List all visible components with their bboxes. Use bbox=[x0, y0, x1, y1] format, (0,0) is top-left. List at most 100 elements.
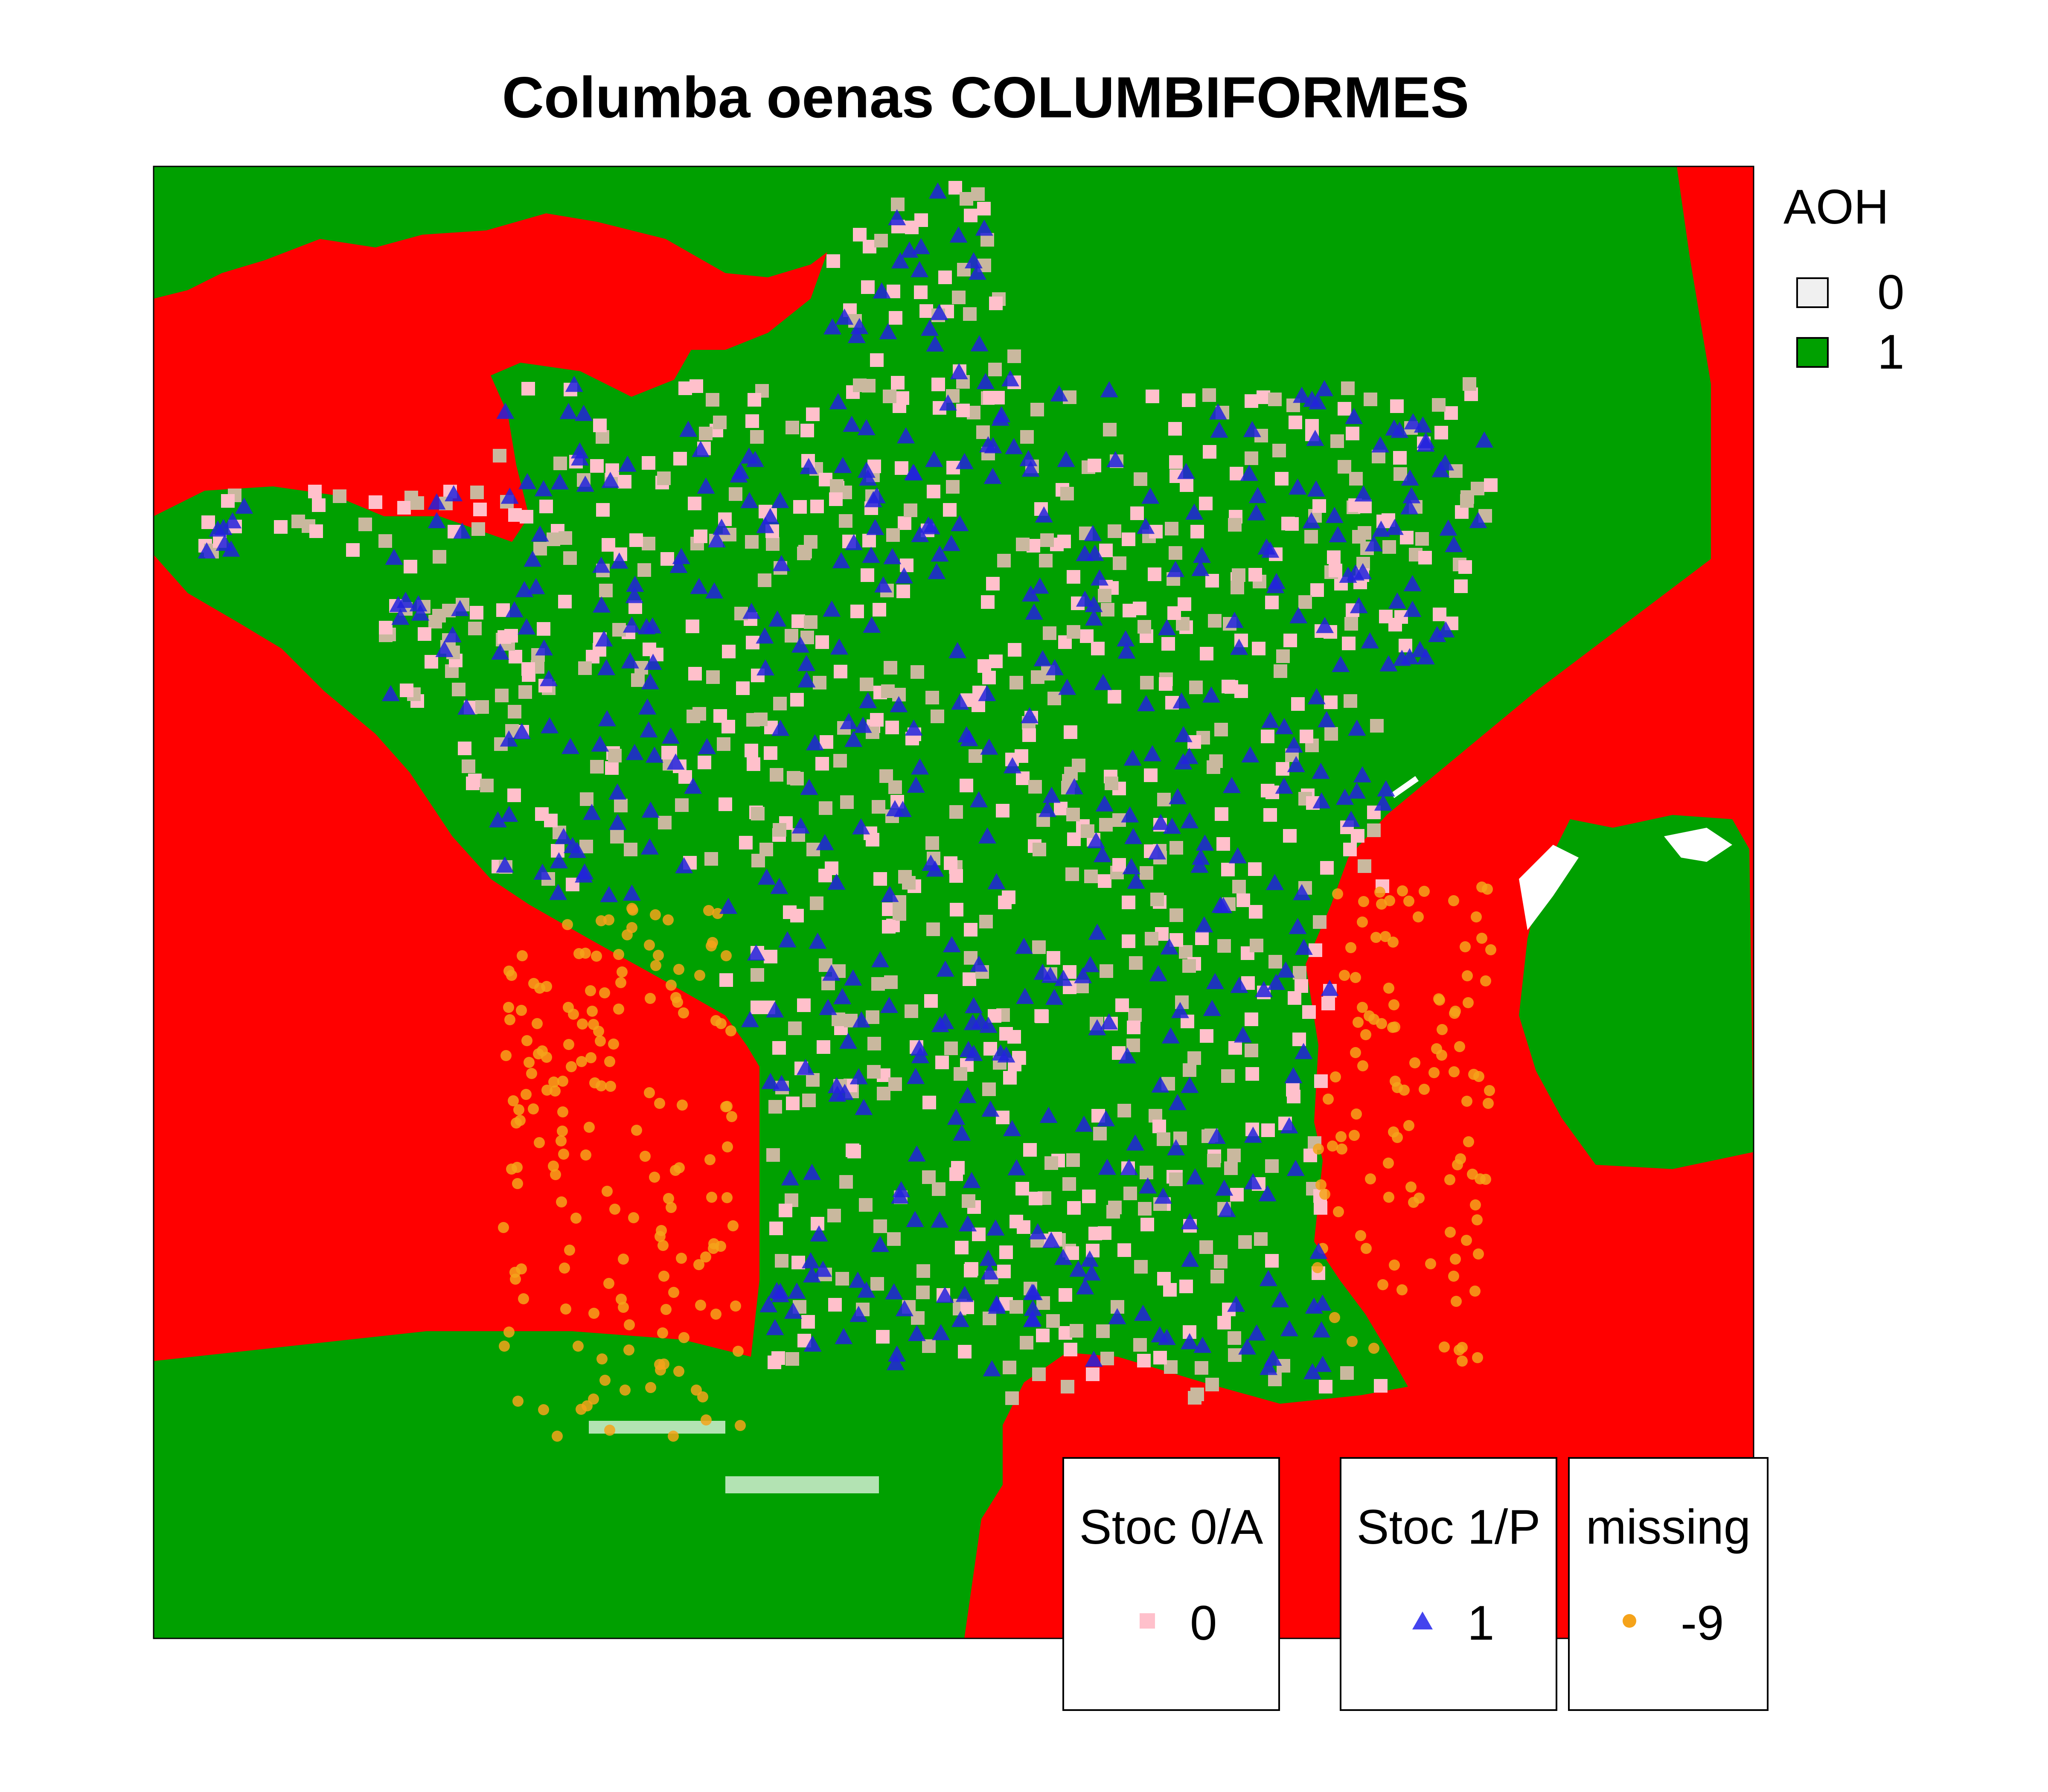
stoc-present-marker bbox=[1094, 674, 1112, 690]
stoc-present-marker bbox=[1286, 1160, 1305, 1176]
stoc-absent-marker bbox=[1314, 1201, 1327, 1215]
square-icon bbox=[1140, 1613, 1155, 1629]
stoc-absent-marker bbox=[637, 563, 651, 577]
stoc-absent-marker bbox=[1066, 808, 1080, 821]
circle-icon bbox=[1623, 1614, 1636, 1628]
stoc-present-marker bbox=[980, 1263, 999, 1280]
stoc-absent-marker bbox=[997, 554, 1011, 567]
missing-marker bbox=[563, 1039, 574, 1050]
stoc-absent-marker bbox=[801, 1315, 815, 1329]
stoc-absent-marker bbox=[1134, 472, 1147, 486]
stoc-present-marker bbox=[533, 864, 552, 880]
stoc-absent-marker bbox=[931, 710, 944, 723]
stoc-absent-marker bbox=[274, 520, 288, 534]
stoc-absent-marker bbox=[1099, 544, 1113, 557]
stoc-present-marker bbox=[859, 692, 877, 708]
stoc-present-marker bbox=[1371, 436, 1390, 453]
stoc-present-marker bbox=[891, 1187, 909, 1204]
stoc-present-marker bbox=[500, 806, 518, 822]
stoc-present-marker bbox=[385, 548, 403, 565]
stoc-absent-marker bbox=[1179, 1280, 1193, 1293]
stoc-present-marker bbox=[890, 696, 908, 713]
stoc-present-marker bbox=[911, 261, 929, 277]
stoc-present-marker bbox=[1181, 1213, 1199, 1230]
stoc-present-marker bbox=[761, 1073, 780, 1089]
stoc-absent-marker bbox=[981, 595, 995, 609]
stoc-absent-marker bbox=[1364, 393, 1377, 406]
stoc-absent-marker bbox=[1374, 1379, 1388, 1393]
stoc-present-marker bbox=[1289, 607, 1308, 623]
stoc-present-marker bbox=[844, 730, 863, 747]
missing-marker bbox=[1319, 1189, 1330, 1200]
stoc-present-marker bbox=[766, 1001, 784, 1018]
stoc-absent-marker bbox=[688, 497, 701, 510]
stoc-absent-marker bbox=[904, 503, 917, 517]
stoc-present-marker bbox=[679, 420, 698, 437]
missing-marker bbox=[516, 1005, 527, 1016]
stoc-absent-marker bbox=[797, 998, 811, 1012]
aoh-legend: AOH 0 1 bbox=[1783, 179, 1963, 393]
missing-marker bbox=[1336, 1143, 1347, 1155]
stoc-absent-marker bbox=[642, 456, 655, 470]
stoc-absent-marker bbox=[1324, 695, 1338, 709]
stoc-present-marker bbox=[1029, 1223, 1047, 1239]
stoc-present-marker bbox=[1117, 630, 1135, 647]
stoc-present-marker bbox=[698, 738, 716, 754]
stoc-absent-marker bbox=[911, 665, 924, 679]
stoc-absent-marker bbox=[988, 363, 1002, 376]
missing-marker bbox=[1335, 1131, 1347, 1142]
stoc-absent-marker bbox=[1008, 643, 1021, 657]
stoc-absent-marker bbox=[1064, 725, 1077, 739]
missing-marker bbox=[677, 1100, 688, 1111]
stoc-present-marker bbox=[965, 997, 983, 1013]
stoc-present-marker bbox=[1074, 967, 1092, 983]
stoc-present-marker bbox=[939, 394, 957, 411]
stoc-present-marker bbox=[1154, 1187, 1172, 1204]
stoc-present-marker bbox=[803, 1266, 821, 1283]
missing-marker bbox=[663, 914, 674, 925]
stoc-present-marker bbox=[608, 783, 627, 800]
stoc-absent-marker bbox=[952, 291, 966, 304]
stoc-present-marker bbox=[844, 969, 862, 986]
stoc-absent-marker bbox=[610, 830, 624, 844]
missing-marker bbox=[593, 1026, 604, 1037]
stoc-present-marker bbox=[983, 1360, 1001, 1376]
stoc-absent-marker bbox=[817, 1040, 830, 1054]
stoc-present-marker bbox=[943, 936, 961, 952]
stoc-absent-marker bbox=[1248, 862, 1262, 876]
stoc-absent-marker bbox=[873, 872, 887, 886]
stoc-present-marker bbox=[608, 814, 627, 830]
stoc-present-marker bbox=[756, 659, 775, 676]
stoc-absent-marker bbox=[425, 655, 438, 669]
stoc-present-marker bbox=[1271, 1291, 1289, 1308]
missing-marker bbox=[570, 1213, 582, 1224]
stoc-absent-marker bbox=[706, 393, 719, 407]
stoc-present-marker bbox=[976, 372, 995, 389]
stoc-absent-marker bbox=[810, 500, 824, 513]
missing-marker bbox=[1476, 933, 1487, 944]
missing-marker bbox=[559, 1263, 570, 1274]
stoc-absent-marker bbox=[919, 304, 933, 318]
missing-marker bbox=[658, 1271, 669, 1282]
stoc-absent-marker bbox=[999, 1027, 1013, 1041]
stoc-present-marker bbox=[1054, 969, 1073, 986]
stoc-present-marker bbox=[850, 318, 869, 335]
stoc-absent-marker bbox=[1250, 939, 1263, 952]
stoc-absent-marker bbox=[692, 707, 706, 721]
stoc-absent-marker bbox=[773, 823, 786, 837]
stoc-absent-marker bbox=[1140, 866, 1153, 880]
stoc-absent-marker bbox=[629, 533, 643, 547]
stoc-present-marker bbox=[781, 1169, 799, 1186]
stoc-absent-marker bbox=[1016, 771, 1030, 785]
missing-marker bbox=[1471, 911, 1482, 922]
stoc-absent-marker bbox=[404, 560, 417, 573]
stoc-absent-marker bbox=[333, 489, 346, 503]
stoc-present-marker bbox=[1295, 939, 1313, 955]
stoc-absent-marker bbox=[1261, 1123, 1275, 1137]
stoc-present-marker bbox=[595, 630, 613, 647]
stoc-absent-marker bbox=[1082, 1190, 1096, 1203]
stoc-absent-marker bbox=[800, 424, 814, 437]
stoc-absent-marker bbox=[1157, 1132, 1170, 1146]
missing-marker bbox=[506, 1164, 517, 1175]
stoc-present-marker bbox=[883, 548, 902, 564]
